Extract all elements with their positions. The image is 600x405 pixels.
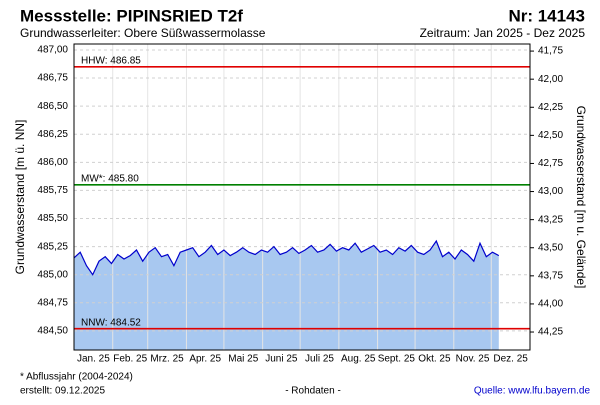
- plot-border: [73, 43, 531, 351]
- y-tick-label: 486,50: [37, 101, 68, 112]
- x-tick-label: Mai 25: [228, 354, 258, 365]
- y2-tick-label: 43,75: [538, 270, 563, 281]
- x-tick-label: Aug. 25: [341, 354, 376, 365]
- area: [74, 241, 499, 350]
- y2-tick-label: 42,00: [538, 74, 563, 85]
- x-tick-label: Dez. 25: [493, 354, 528, 365]
- x-tick-label: Jan. 25: [77, 354, 110, 365]
- y2-tick-label: 42,50: [538, 130, 563, 141]
- x-tick-label: Apr. 25: [189, 354, 221, 365]
- y-tick-label: 487,00: [37, 45, 68, 56]
- y-tick-label: 486,25: [37, 129, 68, 140]
- reference-label: MW*: 485.80: [81, 173, 139, 184]
- y2-tick-label: 41,75: [538, 46, 563, 57]
- y2-axis-label: Grundwasserstand [m u. Gelände]: [574, 106, 588, 289]
- station-number: Nr: 14143: [508, 6, 585, 25]
- footnote: * Abflussjahr (2004-2024): [20, 372, 133, 383]
- y2-tick-label: 43,25: [538, 214, 563, 225]
- x-tick-label: Juli 25: [305, 354, 334, 365]
- x-tick-label: Sept. 25: [378, 354, 416, 365]
- y-tick-label: 484,50: [37, 326, 68, 337]
- y-tick-label: 485,75: [37, 185, 68, 196]
- x-tick-label: Feb. 25: [113, 354, 147, 365]
- y-axis-label: Grundwasserstand [m ü. NN]: [13, 120, 27, 275]
- y-tick-label: 486,75: [37, 73, 68, 84]
- y-tick-label: 486,00: [37, 157, 68, 168]
- y2-tick-label: 42,75: [538, 158, 563, 169]
- source-link[interactable]: Quelle: www.lfu.bayern.de: [474, 386, 591, 397]
- x-tick-label: Juni 25: [265, 354, 298, 365]
- y2-tick-label: 44,00: [538, 299, 563, 310]
- x-tick-label: Mrz. 25: [150, 354, 184, 365]
- y-tick-label: 485,50: [37, 213, 68, 224]
- y-tick-label: 485,25: [37, 241, 68, 252]
- x-tick-label: Okt. 25: [418, 354, 451, 365]
- y2-tick-label: 43,50: [538, 242, 563, 253]
- reference-label: NNW: 484.52: [81, 317, 141, 328]
- aquifer: Grundwasserleiter: Obere Süßwassermolass…: [20, 26, 266, 40]
- x-tick-label: Nov. 25: [456, 354, 490, 365]
- chart-title: Messstelle: PIPINSRIED T2f: [20, 6, 243, 25]
- y2-tick-label: 44,25: [538, 327, 563, 338]
- raw-data-note: - Rohdaten -: [285, 386, 341, 397]
- created-date: erstellt: 09.12.2025: [20, 386, 105, 397]
- y-tick-label: 484,75: [37, 297, 68, 308]
- y2-tick-label: 43,00: [538, 186, 563, 197]
- period: Zeitraum: Jan 2025 - Dez 2025: [420, 26, 586, 40]
- y-tick-label: 485,00: [37, 269, 68, 280]
- y2-tick-label: 42,25: [538, 102, 563, 113]
- reference-label: HHW: 486.85: [81, 55, 141, 66]
- line: [73, 239, 500, 276]
